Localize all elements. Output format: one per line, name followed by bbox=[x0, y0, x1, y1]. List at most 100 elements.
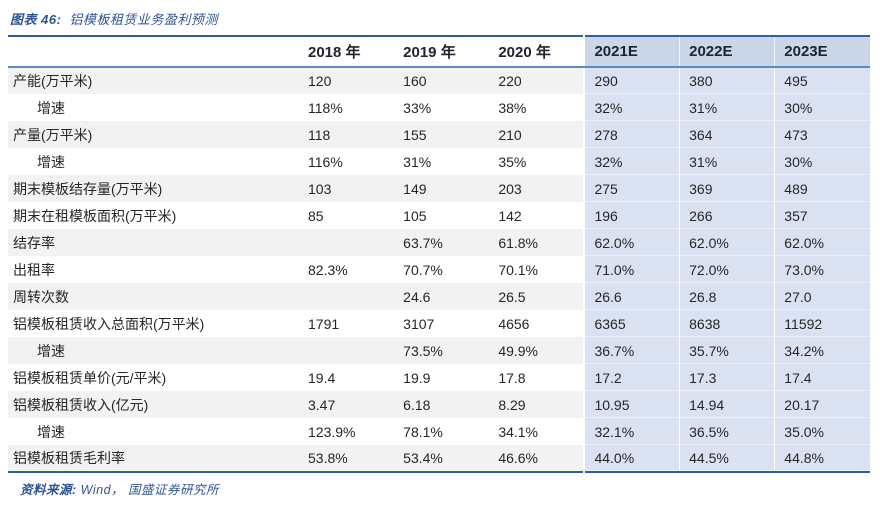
table-cell: 4656 bbox=[498, 315, 530, 332]
table-cell: 6.18 bbox=[394, 391, 490, 418]
column-header-2021E: 2021E bbox=[583, 36, 680, 68]
row-label: 增速 bbox=[8, 337, 299, 364]
row-label: 铝模板租赁毛利率 bbox=[8, 445, 299, 472]
column-header-2018年: 2018 年 bbox=[299, 36, 395, 68]
table-cell: 17.8 bbox=[498, 369, 526, 386]
table-cell: 24.6 bbox=[394, 283, 490, 310]
table-cell: 160 bbox=[394, 67, 490, 94]
table-cell: 53.8% bbox=[299, 445, 395, 472]
table-cell: 32.1% bbox=[583, 418, 680, 445]
table-cell: 118 bbox=[299, 121, 395, 148]
table-cell: 62.0% bbox=[679, 229, 775, 256]
table-row: 增速 123.9% 78.1% 34.1% 32.1% 36.5% 35.0% bbox=[8, 418, 870, 445]
column-header-2020年: 2020 年 bbox=[489, 36, 585, 68]
table-cell: 30% bbox=[774, 148, 870, 175]
table-cell: 123.9% bbox=[308, 423, 356, 440]
table-cell: 3.47 bbox=[299, 391, 395, 418]
table-row: 出租率 82.3% 70.7% 70.1% 71.0% 72.0% 73.0% bbox=[8, 256, 870, 283]
table-cell: 44.0% bbox=[583, 445, 680, 472]
column-header-2023E: 2023E bbox=[774, 36, 870, 68]
table-cell: 473 bbox=[774, 121, 870, 148]
table-cell: 31% bbox=[679, 94, 775, 121]
column-header-empty bbox=[8, 36, 299, 68]
table-cell: 10.95 bbox=[583, 391, 680, 418]
table-cell: 105 bbox=[403, 207, 427, 224]
table-cell: 14.94 bbox=[679, 391, 775, 418]
table-cell: 38% bbox=[498, 99, 527, 116]
figure-title: 图表 46: 铝模板租赁业务盈利预测 bbox=[10, 9, 870, 28]
figure-number: 图表 46: bbox=[10, 12, 62, 27]
table-row: 结存率 63.7% 61.8% 62.0% 62.0% 62.0% bbox=[8, 229, 870, 256]
table-cell: 357 bbox=[774, 202, 870, 229]
table-row: 铝模板租赁单价(元/平米) 19.4 19.9 17.8 17.2 17.3 17.4 bbox=[8, 364, 870, 391]
table-cell bbox=[299, 283, 395, 310]
row-label: 增速 bbox=[37, 99, 65, 116]
table-cell: 61.8% bbox=[489, 229, 585, 256]
table-body: 产能(万平米) 120 160 220 290 380 495 增速 118% 33% 38% 32%… bbox=[8, 67, 870, 472]
table-cell: 380 bbox=[679, 67, 775, 94]
table-cell: 36.7% bbox=[583, 337, 680, 364]
table-cell: 33% bbox=[403, 99, 432, 116]
table-header: 2018 年 2019 年 2020 年 2021E 2022E 2023E bbox=[8, 36, 870, 68]
table-cell: 17.3 bbox=[679, 364, 775, 391]
table-cell: 8.29 bbox=[489, 391, 585, 418]
column-header-2019年: 2019 年 bbox=[394, 36, 490, 68]
table-cell: 49.9% bbox=[489, 337, 585, 364]
row-label: 结存率 bbox=[8, 229, 299, 256]
table-cell: 62.0% bbox=[774, 229, 870, 256]
table-row: 期末在租模板面积(万平米) 85 105 142 196 266 357 bbox=[8, 202, 870, 229]
row-label: 产量(万平米) bbox=[8, 121, 299, 148]
table-row: 铝模板租赁毛利率 53.8% 53.4% 46.6% 44.0% 44.5% 44.8% bbox=[8, 445, 870, 472]
table-row: 增速 116% 31% 35% 32% 31% 30% bbox=[8, 148, 870, 175]
table-cell: 62.0% bbox=[583, 229, 680, 256]
table-cell: 220 bbox=[489, 67, 585, 94]
table-cell: 203 bbox=[489, 175, 585, 202]
table-cell: 149 bbox=[394, 175, 490, 202]
table-cell: 78.1% bbox=[403, 423, 443, 440]
source-note-text: Wind， 国盛证券研究所 bbox=[80, 483, 220, 497]
source-note: 资料来源: Wind， 国盛证券研究所 bbox=[20, 479, 870, 498]
row-label: 铝模板租赁收入(亿元) bbox=[8, 391, 299, 418]
table-cell: 489 bbox=[774, 175, 870, 202]
row-label: 出租率 bbox=[13, 261, 55, 278]
table-cell: 155 bbox=[394, 121, 490, 148]
table-cell: 278 bbox=[583, 121, 680, 148]
table-cell: 44.8% bbox=[774, 445, 870, 472]
table-cell: 44.5% bbox=[679, 445, 775, 472]
table-cell: 116% bbox=[308, 153, 343, 170]
table-cell bbox=[299, 337, 395, 364]
table-cell: 46.6% bbox=[489, 445, 585, 472]
table-cell: 1791 bbox=[308, 315, 340, 332]
table-cell: 210 bbox=[489, 121, 585, 148]
table-cell bbox=[299, 229, 395, 256]
table-cell: 30% bbox=[774, 94, 870, 121]
table-cell: 34.1% bbox=[498, 423, 539, 440]
table-cell: 17.2 bbox=[583, 364, 680, 391]
table-row: 产能(万平米) 120 160 220 290 380 495 bbox=[8, 67, 870, 94]
column-header-2022E: 2022E bbox=[679, 36, 775, 68]
table-cell: 31% bbox=[403, 153, 432, 170]
table-cell: 19.9 bbox=[403, 369, 431, 386]
row-label: 期末模板结存量(万平米) bbox=[8, 175, 299, 202]
table-cell: 20.17 bbox=[774, 391, 870, 418]
table-cell: 6365 bbox=[583, 310, 680, 337]
table-cell: 266 bbox=[679, 202, 775, 229]
table-cell: 70.1% bbox=[498, 261, 539, 278]
table-cell: 11592 bbox=[774, 310, 870, 337]
row-label: 增速 bbox=[37, 153, 65, 170]
table-cell: 72.0% bbox=[679, 256, 775, 283]
table-cell: 196 bbox=[583, 202, 680, 229]
table-row: 铝模板租赁收入(亿元) 3.47 6.18 8.29 10.95 14.94 20.17 bbox=[8, 391, 870, 418]
table-cell: 73.5% bbox=[394, 337, 490, 364]
forecast-table: 2018 年 2019 年 2020 年 2021E 2022E 2023E 产能(万平米… bbox=[8, 35, 870, 473]
table-cell: 142 bbox=[498, 207, 522, 224]
table-cell: 27.0 bbox=[774, 283, 870, 310]
table-cell: 85 bbox=[308, 207, 324, 224]
table-cell: 70.7% bbox=[403, 261, 443, 278]
table-cell: 71.0% bbox=[583, 256, 680, 283]
row-label: 铝模板租赁单价(元/平米) bbox=[13, 369, 167, 386]
table-cell: 32% bbox=[583, 148, 680, 175]
table-cell: 73.0% bbox=[774, 256, 870, 283]
table-cell: 8638 bbox=[679, 310, 775, 337]
